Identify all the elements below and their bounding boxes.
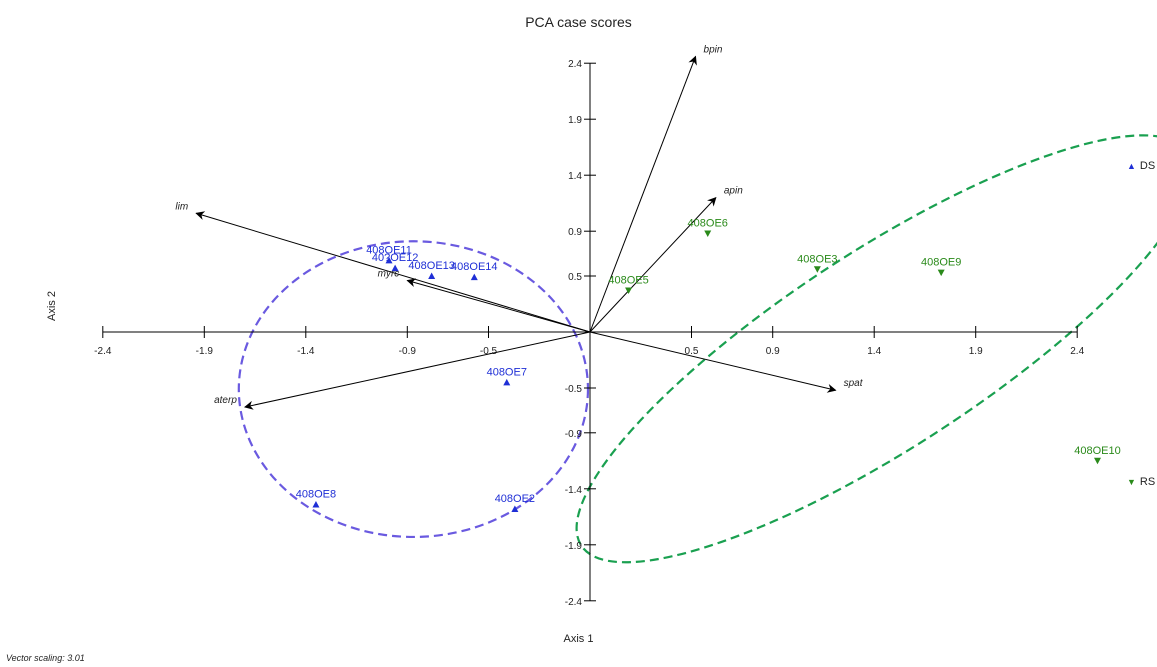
point-label: 408OE2 xyxy=(495,493,535,505)
point-label: 408OE9 xyxy=(921,257,961,269)
y-tick-label: -2.4 xyxy=(565,597,583,608)
point-label: 408OE8 xyxy=(296,488,336,500)
y-tick-label: 1.4 xyxy=(568,171,582,182)
x-tick-label: -1.9 xyxy=(196,346,214,357)
point-ds xyxy=(312,500,320,508)
vector-lim xyxy=(195,211,591,333)
y-tick-label: 0.9 xyxy=(568,227,582,238)
group-ellipses xyxy=(237,134,1157,564)
point-ds xyxy=(391,264,399,272)
point-rs xyxy=(1094,457,1101,465)
point-rs xyxy=(937,269,945,277)
point-label: 408OE3 xyxy=(797,253,837,265)
vector-aterp xyxy=(244,331,591,410)
point-label: 408OE5 xyxy=(608,275,648,287)
axes: -2.4 -1.9 -1.4 -0.9 -0.5 0.5 0.9 1.4 1.9 2.4 2.4 1.… xyxy=(94,59,1084,608)
y-tick-label: 1.9 xyxy=(568,115,582,126)
point-label: 408OE11 xyxy=(366,244,412,256)
vector-label-apin: apin xyxy=(724,186,743,197)
x-axis-label: Axis 1 xyxy=(563,633,594,645)
x-tick-label: 2.4 xyxy=(1070,346,1084,357)
y-tick-label: -0.9 xyxy=(565,429,583,440)
legend-label-rs: RS xyxy=(1139,476,1156,488)
vector-label-bpin: bpin xyxy=(704,44,723,55)
point-label: 40?OE12 xyxy=(372,252,418,264)
vector-label-spat: spat xyxy=(844,378,864,389)
y-tick-label: 0.5 xyxy=(568,272,582,283)
vector-label-myrc: myrc xyxy=(378,268,400,279)
rs-triangle-icon: ▼ xyxy=(1127,477,1136,487)
point-label: 408OE6 xyxy=(688,217,728,229)
vector-myrc xyxy=(406,278,591,333)
point-ds xyxy=(511,505,519,512)
y-tick-label: 2.4 xyxy=(568,59,582,70)
vector-label-aterp: aterp xyxy=(214,395,237,406)
point-label: 408OE14 xyxy=(451,261,497,273)
point-label: 408OE10 xyxy=(1074,445,1120,457)
vector-bpin xyxy=(589,55,697,333)
x-tick-label: -2.4 xyxy=(94,346,112,357)
point-rs xyxy=(625,287,633,295)
y-tick-label: -1.4 xyxy=(565,485,583,496)
y-axis-label: Axis 2 xyxy=(46,291,58,321)
point-rs xyxy=(704,230,712,237)
x-tick-label: 1.4 xyxy=(867,346,881,357)
x-tick-label: 0.5 xyxy=(685,346,699,357)
legend-item-rs: ▼ RS xyxy=(1127,476,1155,488)
loading-vectors: bpin apin lim myrc aterp spat xyxy=(175,44,864,410)
chart-title: PCA case scores xyxy=(525,14,632,30)
vector-apin xyxy=(589,196,717,333)
ellipse-ds xyxy=(237,240,590,539)
x-tick-label: -0.5 xyxy=(480,346,498,357)
ds-triangle-icon: ▲ xyxy=(1127,161,1136,171)
x-tick-label: 1.9 xyxy=(969,346,983,357)
point-ds xyxy=(470,273,478,281)
x-tick-label: -1.4 xyxy=(297,346,315,357)
point-ds xyxy=(385,256,393,264)
x-tick-label: 0.9 xyxy=(766,346,780,357)
ellipse-rs xyxy=(575,134,1157,564)
vector-spat xyxy=(589,331,837,393)
vector-scaling-note: Vector scaling: 3.01 xyxy=(6,653,85,663)
point-label: 408OE13 xyxy=(408,260,454,272)
vector-label-lim: lim xyxy=(175,201,188,212)
point-label: 408OE7 xyxy=(487,366,527,378)
legend-label-ds: DS xyxy=(1139,160,1156,172)
point-rs xyxy=(813,266,821,273)
x-tick-label: -0.9 xyxy=(399,346,417,357)
point-ds xyxy=(428,272,436,279)
y-tick-label: -0.5 xyxy=(565,384,583,395)
y-tick-label: -1.9 xyxy=(565,541,583,552)
legend-item-ds: ▲ DS xyxy=(1127,160,1155,172)
point-ds xyxy=(503,378,511,386)
